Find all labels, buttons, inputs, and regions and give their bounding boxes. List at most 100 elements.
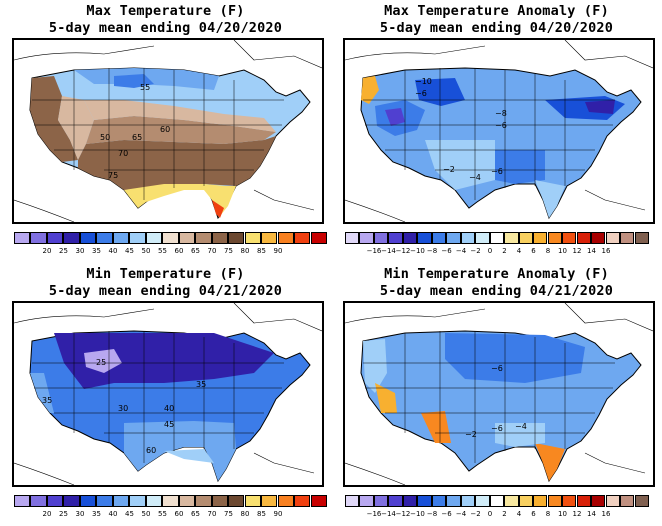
tick-label: −10 bbox=[410, 247, 425, 255]
tick-label: 6 bbox=[531, 247, 536, 255]
color-swatch bbox=[79, 232, 97, 244]
color-swatch bbox=[244, 232, 261, 244]
color-swatch bbox=[460, 495, 476, 507]
color-swatch bbox=[14, 232, 31, 244]
tick-label: −8 bbox=[426, 247, 438, 255]
color-swatch bbox=[634, 495, 649, 507]
color-swatch bbox=[228, 495, 245, 507]
map-label-neg10: −10 bbox=[415, 77, 432, 86]
max-temperature-map: 55 60 50 65 70 75 bbox=[12, 38, 324, 224]
tick-label: 65 bbox=[191, 247, 200, 255]
color-bar-ticks: 20 25 30 35 40 45 50 55 60 65 70 75 80 85 90 bbox=[14, 510, 324, 520]
panel-subtitle: 5-day mean ending 04/20/2020 bbox=[48, 20, 283, 36]
tick-label: 30 bbox=[75, 510, 85, 518]
color-swatch bbox=[162, 495, 179, 507]
tick-label: 20 bbox=[42, 247, 52, 255]
tick-label: 12 bbox=[572, 510, 582, 518]
map-label-neg6-a: −6 bbox=[491, 364, 503, 373]
tick-label: 8 bbox=[545, 510, 551, 518]
color-swatch bbox=[211, 495, 228, 507]
color-swatch bbox=[145, 495, 163, 507]
color-swatch bbox=[518, 232, 533, 244]
color-bar-ticks: −16 −14 −12 −10 −8 −6 −4 −2 0 2 4 6 8 10 12 14 16 bbox=[345, 510, 655, 520]
map-label-35-a: 35 bbox=[42, 396, 52, 405]
color-swatch bbox=[162, 232, 179, 244]
tick-label: 85 bbox=[257, 510, 266, 518]
map-label-neg6-b: −6 bbox=[495, 121, 507, 130]
color-swatch bbox=[591, 495, 606, 507]
tick-label: −2 bbox=[470, 510, 481, 518]
tick-label: 45 bbox=[125, 247, 134, 255]
tick-label: 4 bbox=[516, 510, 522, 518]
color-swatch bbox=[228, 232, 245, 244]
tick-label: 2 bbox=[502, 247, 507, 255]
tick-label: 50 bbox=[141, 510, 151, 518]
color-swatch bbox=[310, 232, 327, 244]
color-swatch bbox=[63, 232, 80, 244]
color-swatch bbox=[402, 232, 418, 244]
tick-label: 20 bbox=[42, 510, 52, 518]
tick-label: 35 bbox=[92, 510, 101, 518]
map-label-55: 55 bbox=[140, 83, 150, 92]
map-label-70: 70 bbox=[118, 149, 128, 158]
tick-label: 30 bbox=[75, 247, 85, 255]
color-swatch bbox=[620, 232, 635, 244]
map-label-neg4: −4 bbox=[515, 422, 527, 431]
min-temperature-map: 25 35 35 30 40 45 60 bbox=[12, 301, 324, 487]
color-swatch bbox=[178, 232, 196, 244]
panel-title: Max Temperature (F) bbox=[86, 3, 245, 19]
tick-label: 70 bbox=[207, 510, 217, 518]
map-label-30: 30 bbox=[118, 404, 128, 413]
panel-min-temperature: Min Temperature (F) 5-day mean ending 04… bbox=[0, 263, 331, 526]
map-label-neg6-c: −6 bbox=[491, 167, 503, 176]
color-swatch bbox=[533, 232, 548, 244]
tick-label: 2 bbox=[502, 510, 507, 518]
color-swatch bbox=[46, 495, 64, 507]
map-label-neg6-a: −6 bbox=[415, 89, 427, 98]
tick-label: −2 bbox=[470, 247, 481, 255]
color-swatch bbox=[277, 495, 294, 507]
color-swatch bbox=[562, 232, 577, 244]
color-swatch bbox=[402, 495, 418, 507]
tick-label: 40 bbox=[108, 510, 118, 518]
color-swatch bbox=[96, 495, 113, 507]
color-swatch bbox=[518, 495, 533, 507]
tick-label: 25 bbox=[59, 510, 68, 518]
color-swatch bbox=[489, 495, 505, 507]
color-swatch bbox=[46, 232, 64, 244]
tick-label: −10 bbox=[410, 510, 425, 518]
color-swatch bbox=[244, 495, 261, 507]
tick-label: 0 bbox=[487, 247, 493, 255]
tick-label: 45 bbox=[125, 510, 134, 518]
tick-label: 75 bbox=[224, 247, 233, 255]
map-label-neg6-b: −6 bbox=[491, 424, 503, 433]
color-swatch bbox=[129, 232, 146, 244]
color-swatch bbox=[417, 232, 432, 244]
map-label-35-b: 35 bbox=[196, 380, 206, 389]
color-swatch bbox=[195, 232, 212, 244]
color-swatch bbox=[129, 495, 146, 507]
panel-subtitle: 5-day mean ending 04/20/2020 bbox=[379, 20, 614, 36]
panel-title: Max Temperature Anomaly (F) bbox=[384, 3, 609, 19]
color-swatch bbox=[605, 232, 620, 244]
tick-label: 35 bbox=[92, 247, 101, 255]
tick-label: 70 bbox=[207, 247, 217, 255]
map-label-neg4: −4 bbox=[469, 173, 481, 182]
color-swatch bbox=[591, 232, 606, 244]
tick-label: −6 bbox=[441, 247, 452, 255]
map-label-40: 40 bbox=[164, 404, 174, 413]
color-bar-ticks: −16 −14 −12 −10 −8 −6 −4 −2 0 2 4 6 8 10 12 14 16 bbox=[345, 247, 655, 257]
color-swatch bbox=[475, 495, 490, 507]
color-swatch bbox=[489, 232, 505, 244]
color-swatch bbox=[533, 495, 548, 507]
tick-label: 25 bbox=[59, 247, 68, 255]
color-swatch bbox=[460, 232, 476, 244]
map-label-25: 25 bbox=[96, 358, 106, 367]
color-swatch bbox=[294, 232, 311, 244]
map-label-75: 75 bbox=[108, 171, 118, 180]
panel-subtitle: 5-day mean ending 04/21/2020 bbox=[48, 283, 283, 299]
color-swatch bbox=[345, 495, 360, 507]
tick-label: 75 bbox=[224, 510, 233, 518]
color-swatch bbox=[388, 495, 403, 507]
color-swatch bbox=[345, 232, 360, 244]
